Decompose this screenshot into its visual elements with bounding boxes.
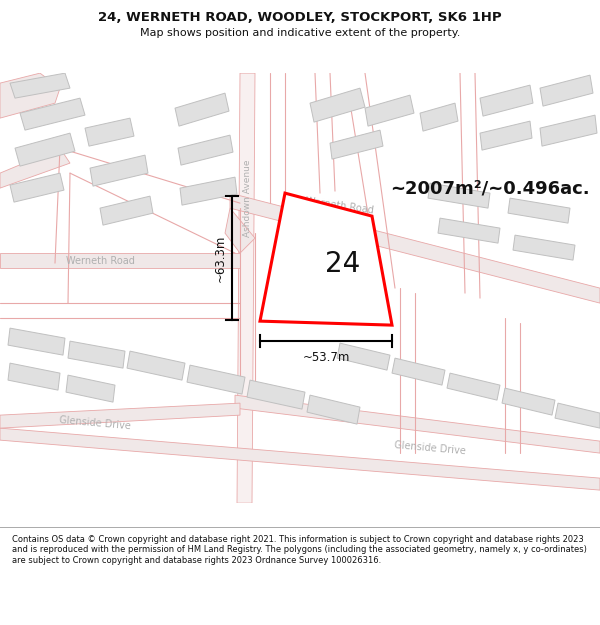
Polygon shape	[247, 380, 305, 409]
Polygon shape	[502, 388, 555, 415]
Polygon shape	[8, 363, 60, 390]
Polygon shape	[555, 403, 600, 428]
Polygon shape	[438, 218, 500, 243]
Polygon shape	[20, 98, 85, 130]
Text: ~63.3m: ~63.3m	[214, 234, 227, 282]
Polygon shape	[428, 183, 490, 208]
Text: Werneth Road: Werneth Road	[65, 256, 134, 266]
Polygon shape	[85, 118, 134, 146]
Polygon shape	[8, 328, 65, 355]
Polygon shape	[90, 155, 148, 186]
Polygon shape	[420, 103, 458, 131]
Polygon shape	[392, 358, 445, 385]
Polygon shape	[15, 133, 75, 166]
Polygon shape	[480, 85, 533, 116]
Polygon shape	[187, 365, 245, 394]
Polygon shape	[540, 75, 593, 106]
Polygon shape	[68, 341, 125, 368]
Polygon shape	[337, 343, 390, 370]
Polygon shape	[230, 193, 600, 303]
Text: ~2007m²/~0.496ac.: ~2007m²/~0.496ac.	[390, 179, 590, 197]
Text: Contains OS data © Crown copyright and database right 2021. This information is : Contains OS data © Crown copyright and d…	[12, 535, 587, 565]
Polygon shape	[10, 173, 64, 202]
Polygon shape	[178, 135, 233, 165]
Polygon shape	[540, 115, 597, 146]
Polygon shape	[513, 235, 575, 260]
Polygon shape	[310, 88, 365, 122]
Polygon shape	[235, 395, 600, 453]
Polygon shape	[0, 148, 70, 188]
Polygon shape	[0, 73, 60, 118]
Polygon shape	[0, 428, 600, 490]
Text: 24, WERNETH ROAD, WOODLEY, STOCKPORT, SK6 1HP: 24, WERNETH ROAD, WOODLEY, STOCKPORT, SK…	[98, 11, 502, 24]
Polygon shape	[260, 193, 392, 325]
Text: Map shows position and indicative extent of the property.: Map shows position and indicative extent…	[140, 28, 460, 39]
Text: 24: 24	[325, 250, 360, 278]
Text: Glenside Drive: Glenside Drive	[394, 440, 466, 456]
Polygon shape	[237, 73, 255, 503]
Text: Werneth Road: Werneth Road	[305, 196, 375, 216]
Polygon shape	[127, 351, 185, 380]
Polygon shape	[175, 93, 229, 126]
Polygon shape	[0, 253, 240, 268]
Polygon shape	[480, 121, 532, 150]
Polygon shape	[180, 177, 237, 205]
Polygon shape	[225, 208, 255, 253]
Polygon shape	[447, 373, 500, 400]
Polygon shape	[10, 73, 70, 98]
Text: ~53.7m: ~53.7m	[302, 351, 350, 364]
Polygon shape	[508, 198, 570, 223]
Text: Ashdown Avenue: Ashdown Avenue	[242, 159, 251, 237]
Polygon shape	[66, 375, 115, 402]
Polygon shape	[330, 130, 383, 159]
Polygon shape	[307, 395, 360, 424]
Polygon shape	[365, 95, 414, 126]
Text: Glenside Drive: Glenside Drive	[59, 415, 131, 431]
Polygon shape	[100, 196, 153, 225]
Polygon shape	[0, 403, 240, 428]
